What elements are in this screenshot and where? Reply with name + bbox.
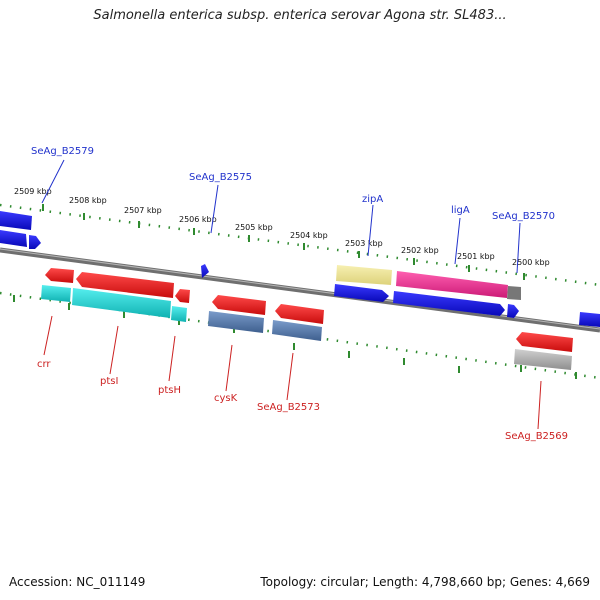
gene-feature[interactable]: [208, 311, 264, 333]
gene-label[interactable]: ptsI: [100, 376, 118, 387]
gene-label[interactable]: cysK: [214, 393, 238, 404]
gene-feature[interactable]: [393, 291, 505, 316]
gene-feature[interactable]: [514, 349, 572, 370]
gene-label[interactable]: SeAg_B2579: [31, 146, 94, 157]
tick-label: 2504 kbp: [290, 231, 328, 240]
tick-label: 2508 kbp: [69, 196, 107, 205]
gene-feature[interactable]: [579, 312, 600, 327]
gene-feature[interactable]: [29, 235, 41, 249]
tick-label: 2509 kbp: [14, 187, 52, 196]
top-callouts: [41, 159, 521, 274]
bottom-callouts: [43, 315, 542, 430]
gene-feature[interactable]: [175, 289, 190, 303]
outer-major-ticks: [42, 204, 525, 280]
gene-feature[interactable]: [336, 265, 392, 285]
gene-feature[interactable]: [272, 320, 322, 341]
gene-feature[interactable]: [334, 284, 389, 302]
gene-label[interactable]: SeAg_B2569: [505, 431, 568, 442]
topology-summary: Topology: circular; Length: 4,798,660 bp…: [260, 575, 590, 589]
gene-feature[interactable]: [275, 304, 324, 324]
outer-tick-track: [0, 203, 600, 287]
gene-feature[interactable]: [396, 271, 508, 298]
tick-label: 2505 kbp: [235, 223, 273, 232]
gene-label[interactable]: SeAg_B2573: [257, 402, 320, 413]
gene-label[interactable]: SeAg_B2575: [189, 172, 252, 183]
gene-feature[interactable]: [507, 304, 519, 318]
gene-feature[interactable]: [72, 288, 171, 318]
gene-label[interactable]: ptsH: [158, 385, 181, 396]
genome-title: Salmonella enterica subsp. enterica sero…: [93, 8, 507, 23]
gene-label[interactable]: crr: [37, 359, 51, 370]
gene-feature[interactable]: [41, 285, 71, 302]
gene-label[interactable]: zipA: [362, 194, 383, 205]
tick-label: 2502 kbp: [401, 246, 439, 255]
tick-label: 2507 kbp: [124, 206, 162, 215]
gene-feature[interactable]: [45, 268, 74, 283]
gene-feature[interactable]: [76, 272, 174, 298]
gene-feature[interactable]: [201, 264, 209, 278]
genome-backbone: [0, 247, 600, 333]
gene-feature[interactable]: [0, 230, 27, 247]
gene-feature[interactable]: [516, 332, 573, 352]
gene-label[interactable]: ligA: [451, 205, 470, 216]
gene-feature[interactable]: [507, 286, 521, 300]
gene-label[interactable]: SeAg_B2570: [492, 211, 555, 222]
tick-label: 2500 kbp: [512, 258, 550, 267]
tick-label: 2503 kbp: [345, 239, 383, 248]
tick-label: 2506 kbp: [179, 215, 217, 224]
tick-label: 2501 kbp: [457, 252, 495, 261]
gene-feature[interactable]: [0, 211, 32, 230]
gene-feature[interactable]: [171, 306, 187, 322]
accession-text: Accession: NC_011149: [9, 575, 146, 589]
gene-feature[interactable]: [212, 295, 266, 315]
